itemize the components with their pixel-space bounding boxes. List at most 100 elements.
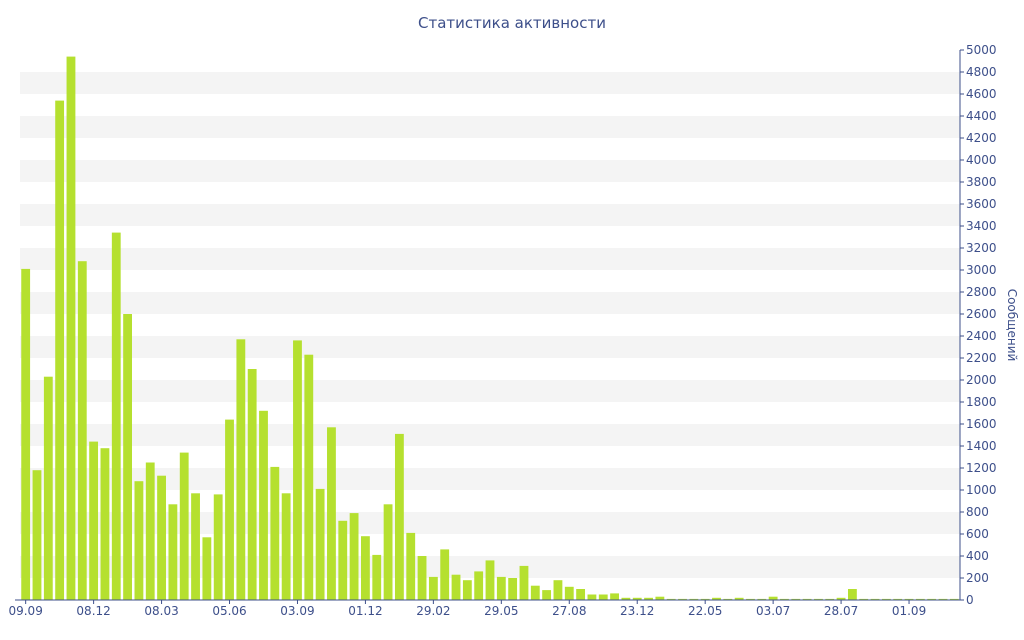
bar	[111, 232, 121, 600]
y-tick-label: 3200	[966, 241, 997, 255]
bar	[938, 598, 948, 600]
y-tick-label: 4400	[966, 109, 997, 123]
grid-band	[20, 72, 960, 94]
y-tick-label: 2200	[966, 351, 997, 365]
x-tick-label: 03.09	[280, 604, 314, 618]
x-tick-label: 29.02	[416, 604, 450, 618]
bar	[564, 586, 574, 600]
bar	[270, 466, 280, 600]
bar	[32, 470, 42, 600]
x-tick-label: 01.09	[892, 604, 926, 618]
y-tick-label: 200	[966, 571, 989, 585]
bar	[576, 589, 586, 600]
bar	[734, 597, 744, 600]
bar	[462, 580, 472, 600]
bar	[134, 481, 144, 600]
bar	[281, 493, 291, 600]
bar	[247, 369, 257, 600]
x-tick-label: 29.05	[484, 604, 518, 618]
y-axis-title: Сообщений	[1005, 289, 1019, 362]
grid-band	[20, 336, 960, 358]
bar	[168, 504, 178, 600]
bar	[417, 556, 427, 600]
bar	[213, 494, 223, 600]
bar	[689, 598, 699, 600]
bar	[485, 560, 495, 600]
grid-band	[20, 424, 960, 446]
y-tick-label: 4800	[966, 65, 997, 79]
x-tick-label: 23.12	[620, 604, 654, 618]
bar	[327, 427, 336, 600]
bar	[678, 598, 687, 600]
bar	[768, 596, 778, 600]
bar	[666, 598, 676, 600]
bar	[598, 594, 608, 600]
y-tick-label: 2800	[966, 285, 997, 299]
y-tick-label: 5000	[966, 43, 997, 57]
bar	[700, 598, 710, 600]
y-tick-label: 4000	[966, 153, 997, 167]
bar	[847, 589, 857, 600]
bar	[780, 598, 789, 600]
bar	[814, 598, 823, 600]
bar	[496, 576, 506, 600]
bar	[259, 410, 268, 600]
bar	[746, 598, 755, 600]
bar	[723, 598, 733, 600]
bar	[383, 504, 393, 600]
bar	[949, 598, 959, 600]
bar	[904, 598, 914, 600]
x-tick-label: 03.07	[756, 604, 790, 618]
bar	[428, 576, 438, 600]
chart-title: Статистика активности	[418, 14, 606, 32]
grid-band	[20, 116, 960, 138]
bar	[21, 268, 31, 600]
y-tick-label: 1600	[966, 417, 997, 431]
y-tick-label: 800	[966, 505, 989, 519]
x-tick-labels: 09.09 08.12 08.03 05.06 03.09 01.12 29.02 29.05…	[8, 604, 926, 618]
bar	[859, 598, 869, 600]
y-tick-label: 3800	[966, 175, 997, 189]
y-tick-label: 400	[966, 549, 989, 563]
bar	[123, 314, 132, 600]
y-tick-label: 1000	[966, 483, 997, 497]
bar	[621, 597, 631, 600]
bar	[553, 580, 563, 600]
grid-band	[20, 380, 960, 402]
y-tick-label: 4600	[966, 87, 997, 101]
bar	[338, 520, 348, 600]
bar	[77, 261, 87, 600]
bar	[315, 488, 325, 600]
bar	[293, 340, 302, 600]
bar	[519, 565, 529, 600]
y-tick-label: 2400	[966, 329, 997, 343]
bar	[191, 493, 200, 600]
bar	[157, 475, 166, 600]
bar	[361, 536, 370, 600]
bar	[179, 452, 189, 600]
bar	[66, 56, 76, 601]
bar	[655, 596, 665, 600]
bar	[451, 574, 461, 600]
y-tick-label: 1400	[966, 439, 997, 453]
bar	[530, 585, 540, 600]
y-tick-label: 3600	[966, 197, 997, 211]
grid-band	[20, 204, 960, 226]
bar	[610, 593, 619, 600]
bar	[236, 339, 246, 600]
grid-band	[20, 248, 960, 270]
bar	[145, 462, 155, 600]
bar	[757, 598, 767, 600]
bar	[406, 532, 416, 600]
bar	[712, 597, 721, 600]
bar	[870, 598, 880, 600]
bar	[508, 578, 518, 600]
y-tick-label: 1800	[966, 395, 997, 409]
y-tick-labels: 0 200 400 600 800 1000 1200 1400 1600 1800 2000 220…	[966, 43, 997, 607]
bar	[100, 448, 110, 600]
bar	[836, 597, 846, 600]
x-tick-label: 08.12	[76, 604, 110, 618]
grid-bands	[20, 72, 960, 578]
bar	[927, 598, 937, 600]
